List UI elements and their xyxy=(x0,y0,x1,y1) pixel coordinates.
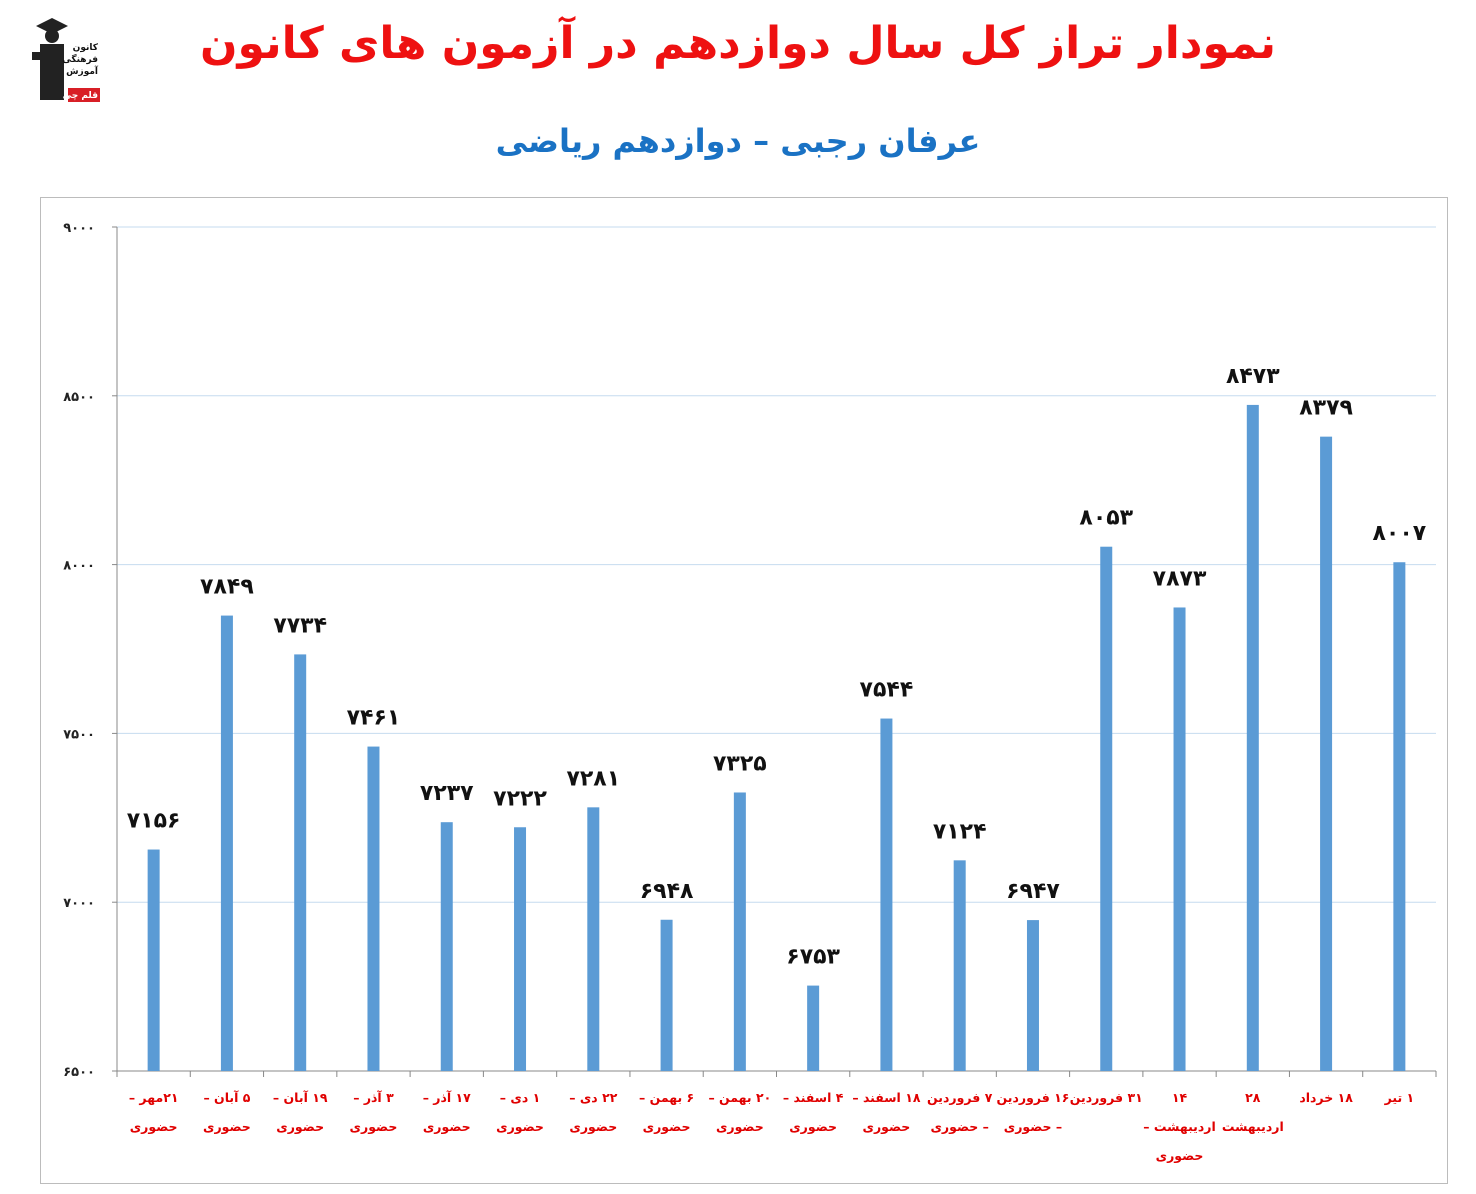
bars xyxy=(147,404,1406,1072)
data-label: ۶۹۴۷ xyxy=(1006,879,1060,904)
data-label: ۸۴۷۳ xyxy=(1226,364,1280,389)
data-label: ۷۲۲۲ xyxy=(493,786,547,811)
data-labels: ۷۱۵۶ ۷۸۴۹ ۷۷۳۴ ۷۴۶۱ ۷۲۳۷ ۷۲۲۲ ۷۲۸۱ ۶۹۴۸ ۷۳۲۵ ۶۷۵۳… xyxy=(127,364,1427,970)
x-category-label: ۱۷ آذر – xyxy=(423,1090,471,1105)
x-category-label: – حضوری xyxy=(1004,1119,1062,1134)
bar xyxy=(1026,920,1039,1071)
x-category-label: ۱۶ فروردین xyxy=(997,1090,1070,1105)
x-category-label: حضوری xyxy=(789,1119,837,1134)
bar xyxy=(147,849,160,1071)
data-label: ۷۸۴۹ xyxy=(200,575,254,600)
data-label: ۷۵۴۴ xyxy=(860,678,914,703)
axes: ۶۵۰۰ ۷۰۰۰ ۷۵۰۰ ۸۰۰۰ ۸۵۰۰ ۹۰۰۰ xyxy=(63,221,1437,1080)
data-label: ۷۱۵۶ xyxy=(127,809,181,834)
x-category-label: حضوری xyxy=(643,1119,691,1134)
body-shape xyxy=(40,44,64,100)
data-label: ۸۰۰۷ xyxy=(1373,521,1427,546)
x-category-label: ۲۰ بهمن – xyxy=(708,1090,771,1105)
bar xyxy=(953,860,966,1071)
x-category-label: حضوری xyxy=(1156,1148,1204,1163)
x-category-label: حضوری xyxy=(716,1119,764,1134)
bar xyxy=(660,919,673,1071)
x-category-label: حضوری xyxy=(863,1119,911,1134)
bar xyxy=(220,615,233,1071)
y-tick-label: ۷۵۰۰ xyxy=(63,727,95,742)
x-category-label: ۱۸ خرداد xyxy=(1299,1090,1353,1105)
x-category-label: ۱۴ xyxy=(1172,1090,1188,1105)
data-label: ۷۲۳۷ xyxy=(420,781,474,806)
data-label: ۷۲۸۱ xyxy=(566,766,620,791)
data-label: ۷۸۷۳ xyxy=(1153,566,1207,591)
x-category-label: ۴ اسفند – xyxy=(783,1090,844,1105)
x-category-label: حضوری xyxy=(350,1119,398,1134)
y-tick-label: ۹۰۰۰ xyxy=(63,221,95,236)
x-category-label: ۷ فروردین xyxy=(927,1090,993,1105)
x-category-label: حضوری xyxy=(130,1119,178,1134)
bar xyxy=(1320,436,1333,1071)
data-label: ۷۱۲۴ xyxy=(933,819,987,844)
page-subtitle: عرفان رجبی – دوازدهم ریاضی xyxy=(495,122,981,160)
x-category-label: حضوری xyxy=(569,1119,617,1134)
x-category-label: ۲۲ دی – xyxy=(569,1090,617,1105)
x-category-label: ۱۸ اسفند – xyxy=(852,1090,920,1105)
bar xyxy=(440,822,453,1071)
grad-cap-icon xyxy=(36,18,68,34)
bar xyxy=(807,985,820,1071)
x-category-label: حضوری xyxy=(496,1119,544,1134)
bar xyxy=(1246,404,1259,1072)
logo-line-2: فرهنگی xyxy=(62,53,98,65)
category-labels: ۲۱مهر – حضوری ۵ آبان – حضوری ۱۹ آبان – حضوری ۳… xyxy=(129,1090,1414,1163)
bar xyxy=(587,807,600,1071)
x-category-label: ۵ آبان – xyxy=(203,1090,250,1105)
bar xyxy=(514,827,527,1071)
data-label: ۷۳۲۵ xyxy=(713,751,767,776)
x-category-label: اردیبهشت xyxy=(1222,1119,1284,1134)
head-shape xyxy=(45,29,59,43)
data-label: ۷۴۶۱ xyxy=(347,706,401,731)
x-category-label: اردیبهشت – xyxy=(1143,1119,1216,1134)
bar xyxy=(880,718,893,1071)
x-category-label: ۳۱ فروردین xyxy=(1070,1090,1143,1105)
data-label: ۸۰۵۳ xyxy=(1079,506,1133,531)
data-label: ۶۹۴۸ xyxy=(640,879,694,904)
x-category-label: – حضوری xyxy=(930,1119,988,1134)
bar xyxy=(733,792,746,1071)
x-category-label: حضوری xyxy=(423,1119,471,1134)
x-category-label: ۱۹ آبان – xyxy=(273,1090,328,1105)
logo-graphic: کانون فرهنگی آموزش قلم چی xyxy=(32,18,100,102)
y-tick-label: ۶۵۰۰ xyxy=(63,1065,95,1080)
x-category-label: ۲۸ xyxy=(1245,1090,1261,1105)
arm-shape xyxy=(32,52,42,60)
x-category-label: ۶ بهمن – xyxy=(639,1090,694,1105)
y-tick-label: ۸۵۰۰ xyxy=(63,390,95,405)
page-title: نمودار تراز کل سال دوازدهم در آزمون های … xyxy=(199,18,1277,69)
y-tick-label: ۷۰۰۰ xyxy=(63,896,95,911)
bar xyxy=(1100,546,1113,1071)
x-category-label: ۱ دی – xyxy=(500,1090,540,1105)
x-category-label: ۲۱مهر – xyxy=(129,1090,179,1105)
data-label: ۶۷۵۳ xyxy=(786,945,840,970)
logo-accent-bar xyxy=(68,88,100,102)
bar xyxy=(367,746,380,1071)
kanoon-logo: کانون فرهنگی آموزش قلم چی xyxy=(32,12,102,104)
y-tick-label: ۸۰۰۰ xyxy=(63,559,95,574)
bar xyxy=(1393,562,1406,1071)
logo-line-4: قلم چی xyxy=(63,91,98,101)
logo-line-3: آموزش xyxy=(66,65,99,77)
chart-frame xyxy=(40,197,1448,1184)
x-category-label: ۱ تیر xyxy=(1384,1090,1415,1105)
x-category-label: ۳ آذر – xyxy=(353,1090,394,1105)
data-label: ۷۷۳۴ xyxy=(273,613,327,638)
bar xyxy=(294,654,307,1071)
x-category-label: حضوری xyxy=(203,1119,251,1134)
gridlines xyxy=(117,226,1436,903)
bar xyxy=(1173,607,1186,1071)
x-category-label: حضوری xyxy=(276,1119,324,1134)
data-label: ۸۳۷۹ xyxy=(1299,396,1353,421)
logo-line-1: کانون xyxy=(73,43,99,53)
